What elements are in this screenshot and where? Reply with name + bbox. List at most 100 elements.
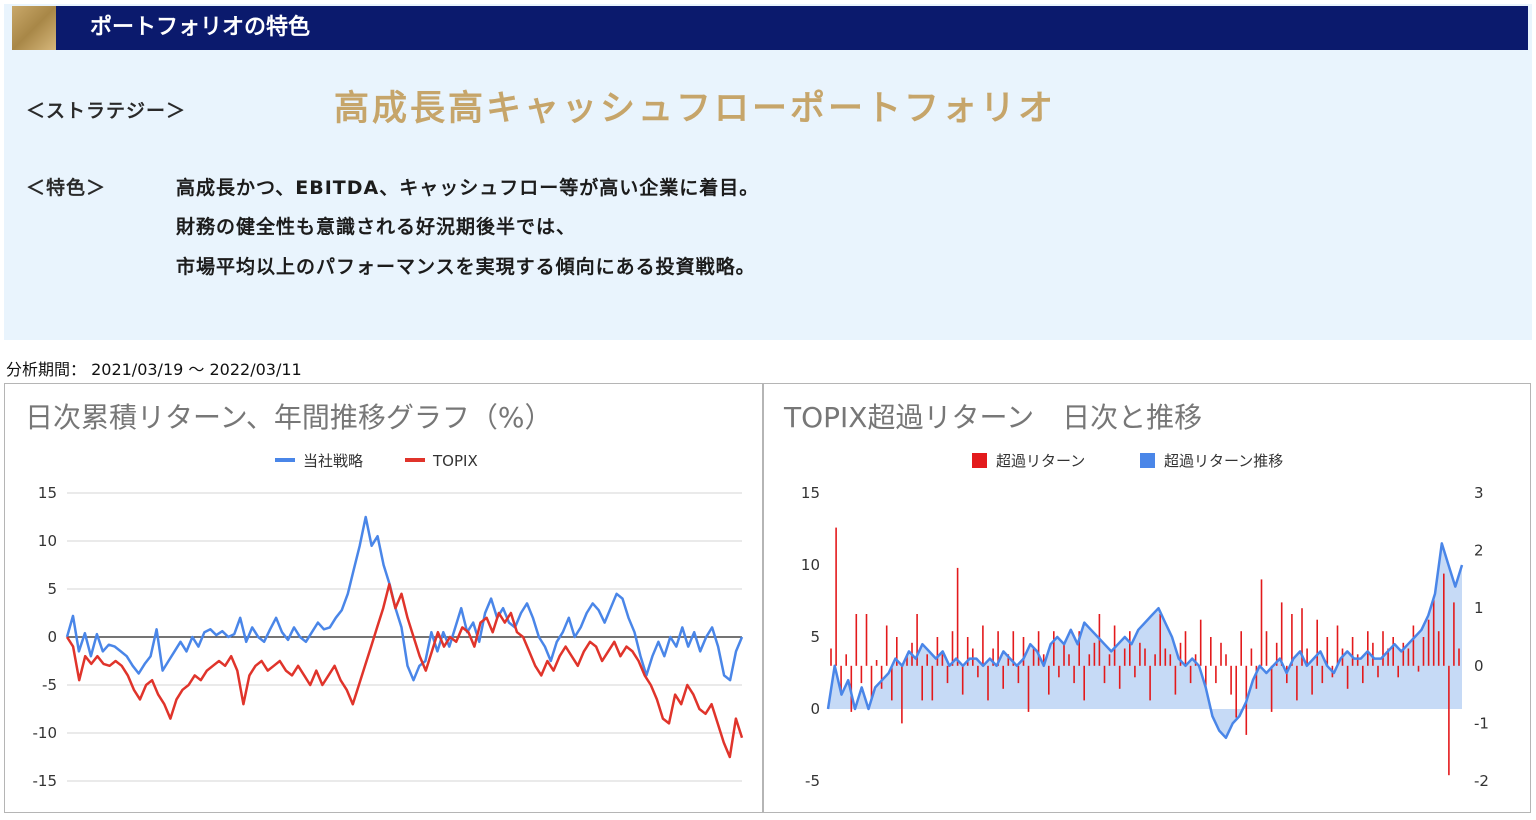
header-gold-accent — [12, 6, 56, 50]
excess-return-bar — [1316, 619, 1318, 666]
excess-return-bar — [1073, 665, 1075, 684]
legend-excess-return-label: 超過リターン — [996, 452, 1085, 470]
excess-return-bar — [977, 665, 979, 678]
right-y-tick-label: -1 — [1474, 714, 1489, 732]
excess-return-bar — [1311, 665, 1313, 695]
excess-return-bar — [1179, 642, 1182, 666]
excess-return-bar — [1458, 648, 1460, 666]
excess-return-bar — [1118, 665, 1121, 689]
excess-return-bar — [1210, 637, 1212, 666]
excess-return-bar — [1422, 637, 1425, 666]
excess-return-bar — [997, 631, 999, 666]
y-tick-label: -5 — [42, 676, 57, 694]
features-header: ポートフォリオの特色 — [56, 6, 1528, 50]
excess-return-bar — [1012, 631, 1015, 666]
excess-return-bar — [1205, 665, 1207, 689]
excess-return-bar — [1432, 596, 1435, 666]
excess-return-bar — [1397, 665, 1399, 678]
strategy-label: ＜ストラテジー＞ — [26, 100, 187, 122]
excess-return-bar — [931, 665, 934, 701]
excess-return-bar — [1362, 665, 1364, 684]
excess-return-bar — [1382, 631, 1384, 666]
excess-return-bar — [1149, 665, 1151, 701]
excess-return-bar — [1027, 665, 1030, 712]
excess-return-bar — [1002, 665, 1004, 689]
excess-return-bar — [1250, 648, 1253, 666]
excess-trend-area — [828, 543, 1462, 738]
right-y-tick-label: 2 — [1474, 542, 1484, 560]
excess-return-bar — [830, 648, 832, 666]
excess-return-bar — [1093, 642, 1096, 666]
excess-return-bar — [860, 665, 863, 684]
excess-return-bar — [1351, 637, 1354, 666]
y-tick-label: 0 — [47, 628, 57, 646]
feature-line-3: 市場平均以上のパフォーマンスを実現する傾向にある投資戦略。 — [176, 256, 756, 278]
excess-return-bar — [1437, 631, 1440, 666]
excess-return-bar — [1169, 654, 1172, 666]
excess-return-bar — [1326, 637, 1329, 666]
excess-return-bar — [1255, 665, 1258, 689]
excess-return-bar — [1265, 631, 1268, 666]
feature-line-1: 高成長かつ、EBITDA、キャッシュフロー等が高い企業に着目。 — [176, 177, 760, 199]
excess-return-bar — [1032, 648, 1035, 666]
excess-return-bar — [1235, 665, 1237, 718]
excess-return-bar — [875, 660, 878, 666]
excess-return-bar — [1184, 631, 1187, 666]
excess-return-bar — [1346, 665, 1349, 689]
excess-return-bar — [1356, 654, 1359, 666]
excess-return-bar — [1306, 648, 1308, 666]
excess-return-bar — [1053, 631, 1055, 666]
excess-return-bar — [987, 665, 989, 701]
excess-return-bar — [1407, 648, 1410, 666]
excess-return-bar — [1123, 648, 1126, 666]
excess-return-bar — [1058, 665, 1060, 678]
excess-return-bar — [1225, 654, 1227, 666]
excess-return-bar — [1078, 631, 1080, 666]
y-tick-label: 5 — [47, 580, 57, 598]
legend-label-topix: TOPIX — [432, 452, 478, 470]
topix-series-line — [65, 582, 744, 759]
cumulative-return-chart: 日次累積リターン、年間推移グラフ（%） 15 10 5 0 -5 -10 -15 当社戦略 TO… — [4, 383, 763, 813]
chart2-title: TOPIX超過リターン 日次と推移 — [784, 401, 1203, 434]
left-y-tick-label: 10 — [801, 556, 820, 574]
excess-return-bar — [1189, 665, 1192, 684]
excess-return-chart: TOPIX超過リターン 日次と推移 15 10 5 0 -5 3 2 1 0 -1 -2 超過リターン… — [763, 383, 1531, 813]
excess-return-bar — [1154, 654, 1156, 666]
excess-return-bar — [972, 648, 974, 666]
excess-return-bar — [896, 637, 898, 666]
excess-return-bar — [835, 527, 837, 666]
excess-return-bar — [1291, 614, 1293, 666]
excess-return-bar — [1194, 654, 1197, 666]
excess-return-bar — [1068, 654, 1070, 666]
excess-return-bar — [1037, 631, 1040, 666]
excess-return-bar — [966, 637, 969, 666]
excess-return-bar — [1453, 602, 1455, 666]
legend-label-strategy: 当社戦略 — [303, 452, 363, 470]
excess-return-bar — [1174, 665, 1177, 695]
excess-return-bar — [845, 654, 847, 666]
left-y-tick-label: 0 — [810, 700, 820, 718]
excess-return-bar — [1063, 642, 1065, 666]
excess-return-bar — [992, 648, 994, 666]
excess-return-bar — [946, 665, 949, 684]
excess-return-bar — [1199, 619, 1202, 666]
excess-return-bar — [1134, 665, 1136, 678]
legend-excess-return-swatch — [972, 453, 987, 468]
excess-return-bar — [1164, 648, 1167, 666]
excess-return-bar — [1220, 642, 1222, 666]
excess-return-bar — [880, 665, 883, 689]
excess-return-bar — [1017, 665, 1020, 684]
right-y-tick-label: -2 — [1474, 772, 1489, 790]
feature-label: ＜特色＞ — [26, 177, 107, 199]
excess-return-bar — [885, 625, 888, 666]
excess-return-bar — [1240, 631, 1242, 666]
chart1-title: 日次累積リターン、年間推移グラフ（%） — [25, 401, 553, 434]
y-tick-label: 15 — [38, 484, 57, 502]
excess-return-bar — [1296, 665, 1298, 701]
excess-return-bar — [1007, 654, 1010, 666]
excess-return-bar — [1321, 665, 1324, 684]
right-y-tick-label: 0 — [1474, 657, 1484, 675]
excess-return-bar — [1144, 648, 1146, 666]
excess-return-bar — [1402, 642, 1405, 666]
